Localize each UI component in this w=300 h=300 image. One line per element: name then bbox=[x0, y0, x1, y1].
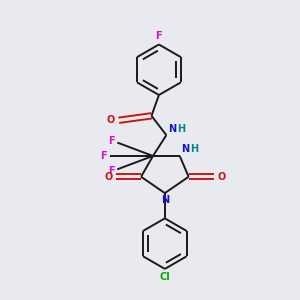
Text: H: H bbox=[190, 145, 198, 154]
Text: F: F bbox=[156, 31, 162, 41]
Text: H: H bbox=[177, 124, 185, 134]
Text: O: O bbox=[104, 172, 112, 182]
Text: N: N bbox=[161, 195, 169, 205]
Text: N: N bbox=[181, 145, 189, 154]
Text: O: O bbox=[107, 115, 115, 125]
Text: Cl: Cl bbox=[160, 272, 170, 283]
Text: N: N bbox=[168, 124, 176, 134]
Text: F: F bbox=[108, 136, 114, 146]
Text: O: O bbox=[218, 172, 226, 182]
Text: F: F bbox=[100, 151, 106, 161]
Text: F: F bbox=[108, 166, 114, 176]
